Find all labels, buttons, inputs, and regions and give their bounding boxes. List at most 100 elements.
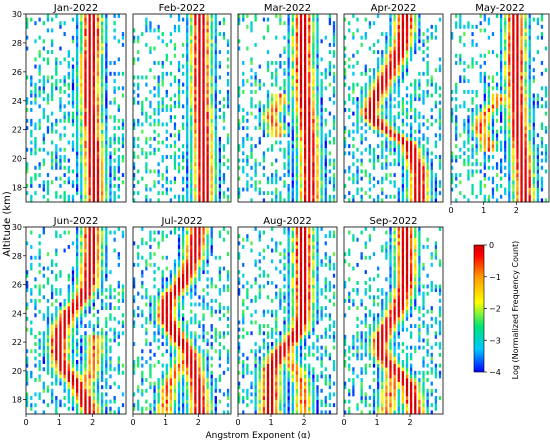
heatmap-cell [299, 14, 303, 18]
heatmap-cell [55, 273, 58, 278]
heatmap-cell [479, 118, 482, 123]
heatmap-cell [182, 187, 185, 192]
heatmap-cell [504, 61, 507, 65]
heatmap-cell [51, 396, 54, 400]
heatmap-cell [214, 180, 217, 185]
heatmap-cell [524, 180, 527, 185]
heatmap-cell [262, 158, 266, 163]
heatmap-cell [117, 14, 120, 18]
heatmap-cell [304, 53, 307, 58]
heatmap-cell [109, 151, 112, 156]
heatmap-cell [80, 324, 83, 328]
heatmap-cell [364, 173, 367, 177]
heatmap-cell [67, 53, 70, 58]
heatmap-cell [426, 194, 429, 199]
heatmap-cell [67, 291, 70, 296]
heatmap-cell [332, 71, 336, 76]
heatmap-cell [202, 115, 205, 120]
heatmap-cell [38, 71, 41, 76]
heatmap-cell [198, 370, 201, 375]
heatmap-cell [145, 82, 148, 87]
heatmap-cell [483, 129, 486, 134]
heatmap-cell [222, 162, 226, 167]
heatmap-cell [101, 410, 104, 415]
heatmap-cell [226, 136, 230, 141]
heatmap-cell [133, 82, 136, 87]
heatmap-cell [145, 162, 148, 167]
heatmap-cell [320, 183, 323, 188]
heatmap-cell [59, 306, 62, 311]
heatmap-cell [455, 126, 458, 130]
heatmap-cell [238, 187, 241, 192]
heatmap-cell [26, 370, 29, 375]
heatmap-cell [377, 93, 380, 98]
heatmap-cell [186, 46, 189, 51]
heatmap-cell [109, 169, 112, 174]
heatmap-cell [254, 75, 257, 80]
heatmap-cell [92, 331, 95, 336]
heatmap-cell [59, 378, 62, 382]
heatmap-cell [173, 115, 177, 120]
heatmap-cell [169, 155, 172, 159]
heatmap-cell [198, 32, 201, 36]
heatmap-cell [528, 122, 531, 127]
heatmap-cell [214, 129, 217, 134]
heatmap-cell [109, 165, 112, 170]
heatmap-cell [84, 259, 87, 264]
heatmap-cell [405, 50, 409, 55]
heatmap-cell [418, 169, 421, 174]
heatmap-cell [377, 104, 380, 109]
heatmap-cell [540, 104, 544, 109]
heatmap-cell [287, 122, 290, 127]
heatmap-cell [320, 136, 323, 141]
heatmap-cell [524, 147, 527, 152]
heatmap-cell [96, 97, 100, 102]
heatmap-cell [173, 378, 177, 382]
heatmap-cell [38, 86, 41, 91]
heatmap-cell [149, 151, 152, 156]
heatmap-cell [418, 151, 421, 156]
heatmap-cell [165, 180, 168, 185]
heatmap-cell [401, 176, 405, 181]
heatmap-cell [117, 252, 120, 257]
heatmap-cell [157, 93, 160, 98]
heatmap-cell [96, 151, 100, 156]
heatmap-cell [364, 82, 367, 87]
heatmap-cell [198, 399, 201, 404]
heatmap-cell [182, 165, 185, 170]
heatmap-cell [356, 122, 359, 127]
heatmap-cell [101, 191, 104, 196]
heatmap-cell [71, 291, 75, 296]
heatmap-cell [92, 165, 95, 170]
heatmap-cell [222, 370, 226, 375]
heatmap-cell [283, 89, 286, 94]
heatmap-cell [63, 230, 66, 235]
heatmap-cell [516, 21, 519, 26]
heatmap-cell [483, 151, 486, 156]
heatmap-cell [324, 122, 327, 127]
heatmap-cell [202, 39, 205, 44]
heatmap-cell [528, 140, 531, 145]
heatmap-cell [63, 126, 66, 130]
heatmap-cell [242, 165, 245, 170]
heatmap-cell [516, 35, 519, 40]
heatmap-cell [397, 57, 400, 62]
heatmap-cell [202, 144, 205, 149]
heatmap-cell [500, 144, 503, 149]
heatmap-cell [479, 147, 482, 152]
heatmap-cell [84, 399, 87, 404]
heatmap-cell [500, 75, 503, 80]
heatmap-cell [279, 53, 282, 58]
heatmap-cell [299, 104, 303, 109]
heatmap-cell [512, 42, 515, 47]
heatmap-cell [279, 176, 282, 181]
heatmap-cell [38, 298, 41, 303]
heatmap-cell [279, 126, 282, 130]
heatmap-cell [299, 57, 303, 62]
heatmap-cell [80, 180, 83, 185]
heatmap-cell [46, 57, 50, 62]
heatmap-cell [238, 17, 241, 22]
heatmap-cell [312, 100, 315, 105]
heatmap-cell [242, 144, 245, 149]
heatmap-cell [397, 17, 400, 22]
